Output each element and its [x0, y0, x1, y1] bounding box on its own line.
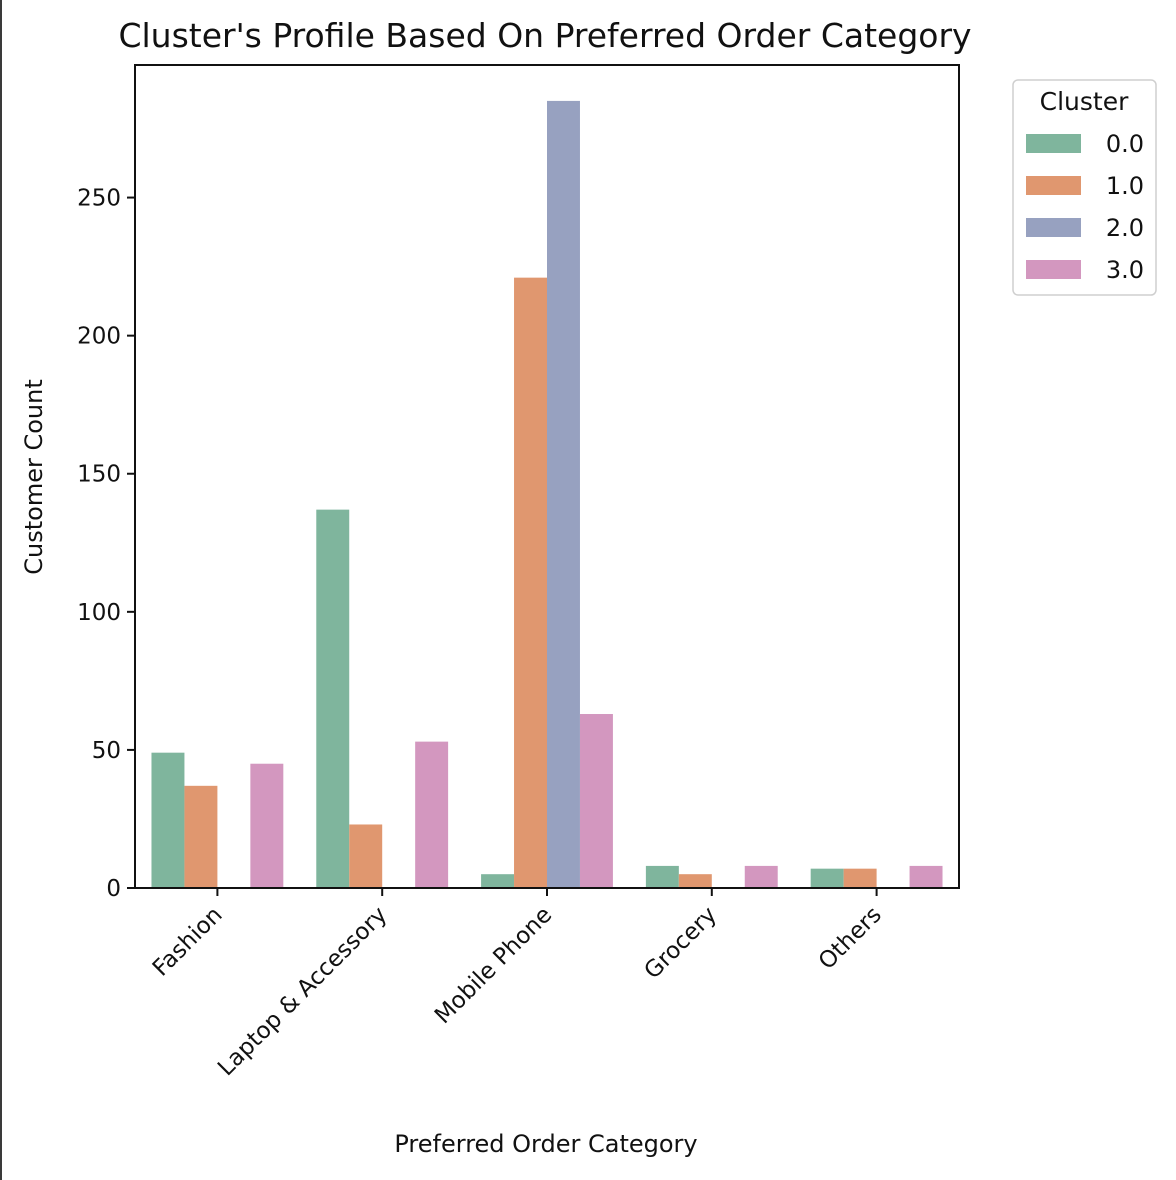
bar-grocery-cluster-0-0	[645, 865, 679, 888]
y-tick-label: 200	[77, 324, 121, 350]
bar-mobile-phone-cluster-1-0	[514, 277, 547, 888]
x-tick-label-laptop-accessory: Laptop & Accessory	[213, 902, 392, 1081]
legend-swatch-2-0	[1026, 218, 1081, 237]
bar-fashion-cluster-1-0	[184, 785, 218, 888]
bar-grocery-cluster-3-0	[744, 865, 778, 888]
bar-mobile-phone-cluster-2-0	[547, 100, 580, 888]
bar-others-cluster-0-0	[810, 868, 844, 888]
window-left-edge	[0, 0, 2, 1180]
bar-laptop-accessory-cluster-1-0	[349, 824, 383, 888]
y-tick-label: 150	[77, 462, 121, 488]
y-axis: 0 50 100 150 200 250	[77, 186, 135, 902]
legend-swatch-3-0	[1026, 260, 1081, 279]
legend-swatch-1-0	[1026, 176, 1081, 195]
legend-label-0-0: 0.0	[1106, 130, 1144, 158]
bar-mobile-phone-cluster-0-0	[481, 874, 515, 888]
legend-title: Cluster	[1040, 87, 1129, 116]
legend-items: 0.0 1.0 2.0 3.0	[1026, 130, 1144, 284]
legend-label-3-0: 3.0	[1106, 256, 1144, 284]
bar-laptop-accessory-cluster-3-0	[415, 741, 449, 888]
x-tick-label-grocery: Grocery	[640, 902, 723, 985]
y-tick-label: 0	[106, 876, 121, 902]
legend-label-2-0: 2.0	[1106, 214, 1144, 242]
legend-label-1-0: 1.0	[1106, 172, 1144, 200]
y-tick-label: 100	[77, 600, 121, 626]
bar-fashion-cluster-3-0	[250, 763, 284, 888]
x-axis-label: Preferred Order Category	[394, 1130, 697, 1158]
x-tick-label-mobile-phone: Mobile Phone	[430, 902, 557, 1029]
bar-others-cluster-3-0	[909, 865, 943, 888]
bar-grocery-cluster-1-0	[678, 874, 712, 888]
y-tick-label: 50	[92, 738, 121, 764]
bar-mobile-phone-cluster-3-0	[579, 714, 613, 888]
legend-swatch-0-0	[1026, 134, 1081, 153]
bar-laptop-accessory-cluster-0-0	[316, 509, 350, 888]
y-tick-label: 250	[77, 186, 121, 212]
legend-frame	[1012, 79, 1157, 296]
bar-others-cluster-1-0	[843, 868, 877, 888]
bars-group	[151, 100, 943, 888]
chart-title: Cluster's Profile Based On Preferred Ord…	[118, 16, 971, 55]
bar-fashion-cluster-0-0	[151, 752, 185, 888]
legend: Cluster 0.0 1.0 2.0 3.0	[1012, 79, 1157, 296]
y-axis-label: Customer Count	[20, 379, 48, 574]
x-tick-label-others: Others	[814, 902, 887, 975]
x-tick-label-fashion: Fashion	[148, 902, 228, 982]
